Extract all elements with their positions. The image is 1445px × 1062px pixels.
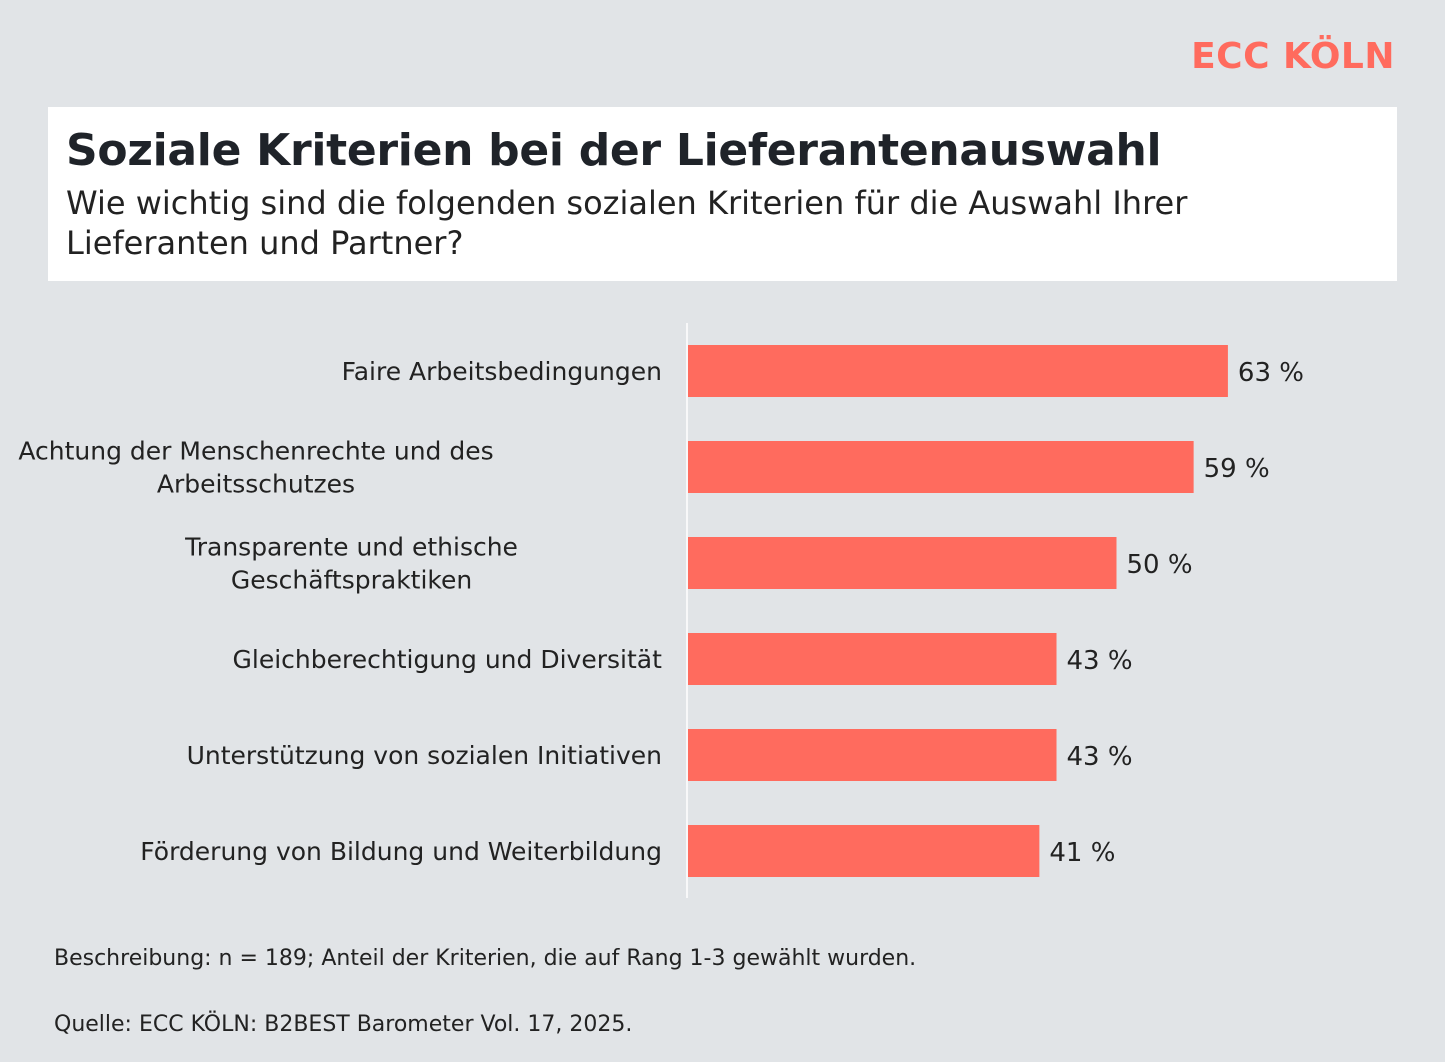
- value-label-1: 59 %: [1204, 454, 1270, 484]
- category-label-line: Faire Arbeitsbedingungen: [342, 357, 662, 386]
- category-label-line: Achtung der Menschenrechte und des: [18, 437, 493, 466]
- category-label-line: Geschäftspraktiken: [231, 566, 472, 595]
- category-label-line: Unterstützung von sozialen Initiativen: [187, 741, 662, 770]
- bar-1: [688, 441, 1194, 493]
- chart-subtitle: Wie wichtig sind die folgenden sozialen …: [66, 184, 1188, 262]
- value-label-2: 50 %: [1127, 550, 1193, 580]
- category-label-line: Gleichberechtigung und Diversität: [233, 645, 663, 674]
- bar-0: [688, 345, 1228, 397]
- category-label-line: Arbeitsschutzes: [157, 470, 355, 499]
- chart-source: Quelle: ECC KÖLN: B2BEST Barometer Vol. …: [54, 1012, 633, 1037]
- category-label-5: Förderung von Bildung und Weiterbildung: [140, 837, 662, 866]
- bar-4: [688, 729, 1057, 781]
- category-label-0: Faire Arbeitsbedingungen: [342, 357, 662, 386]
- bar-3: [688, 633, 1057, 685]
- category-label-1: Achtung der Menschenrechte und des Arbeit…: [18, 437, 493, 499]
- category-label-3: Gleichberechtigung und Diversität: [233, 645, 663, 674]
- category-label-4: Unterstützung von sozialen Initiativen: [187, 741, 662, 770]
- title-box: Soziale Kriterien bei der Lieferantenaus…: [48, 107, 1397, 281]
- value-label-5: 41 %: [1049, 838, 1115, 868]
- bar-2: [688, 537, 1117, 589]
- category-label-line: Transparente und ethische: [184, 533, 518, 562]
- category-label-line: Förderung von Bildung und Weiterbildung: [140, 837, 662, 866]
- brand-logo: ECC KÖLN: [1191, 36, 1395, 77]
- category-label-2: Transparente und ethische Geschäftsprakti…: [184, 533, 518, 595]
- value-label-4: 43 %: [1067, 742, 1133, 772]
- chart-description: Beschreibung: n = 189; Anteil der Kriter…: [54, 946, 917, 971]
- value-label-3: 43 %: [1067, 646, 1133, 676]
- bar-5: [688, 825, 1040, 877]
- value-label-0: 63 %: [1238, 358, 1304, 388]
- chart-title: Soziale Kriterien bei der Lieferantenaus…: [66, 125, 1162, 176]
